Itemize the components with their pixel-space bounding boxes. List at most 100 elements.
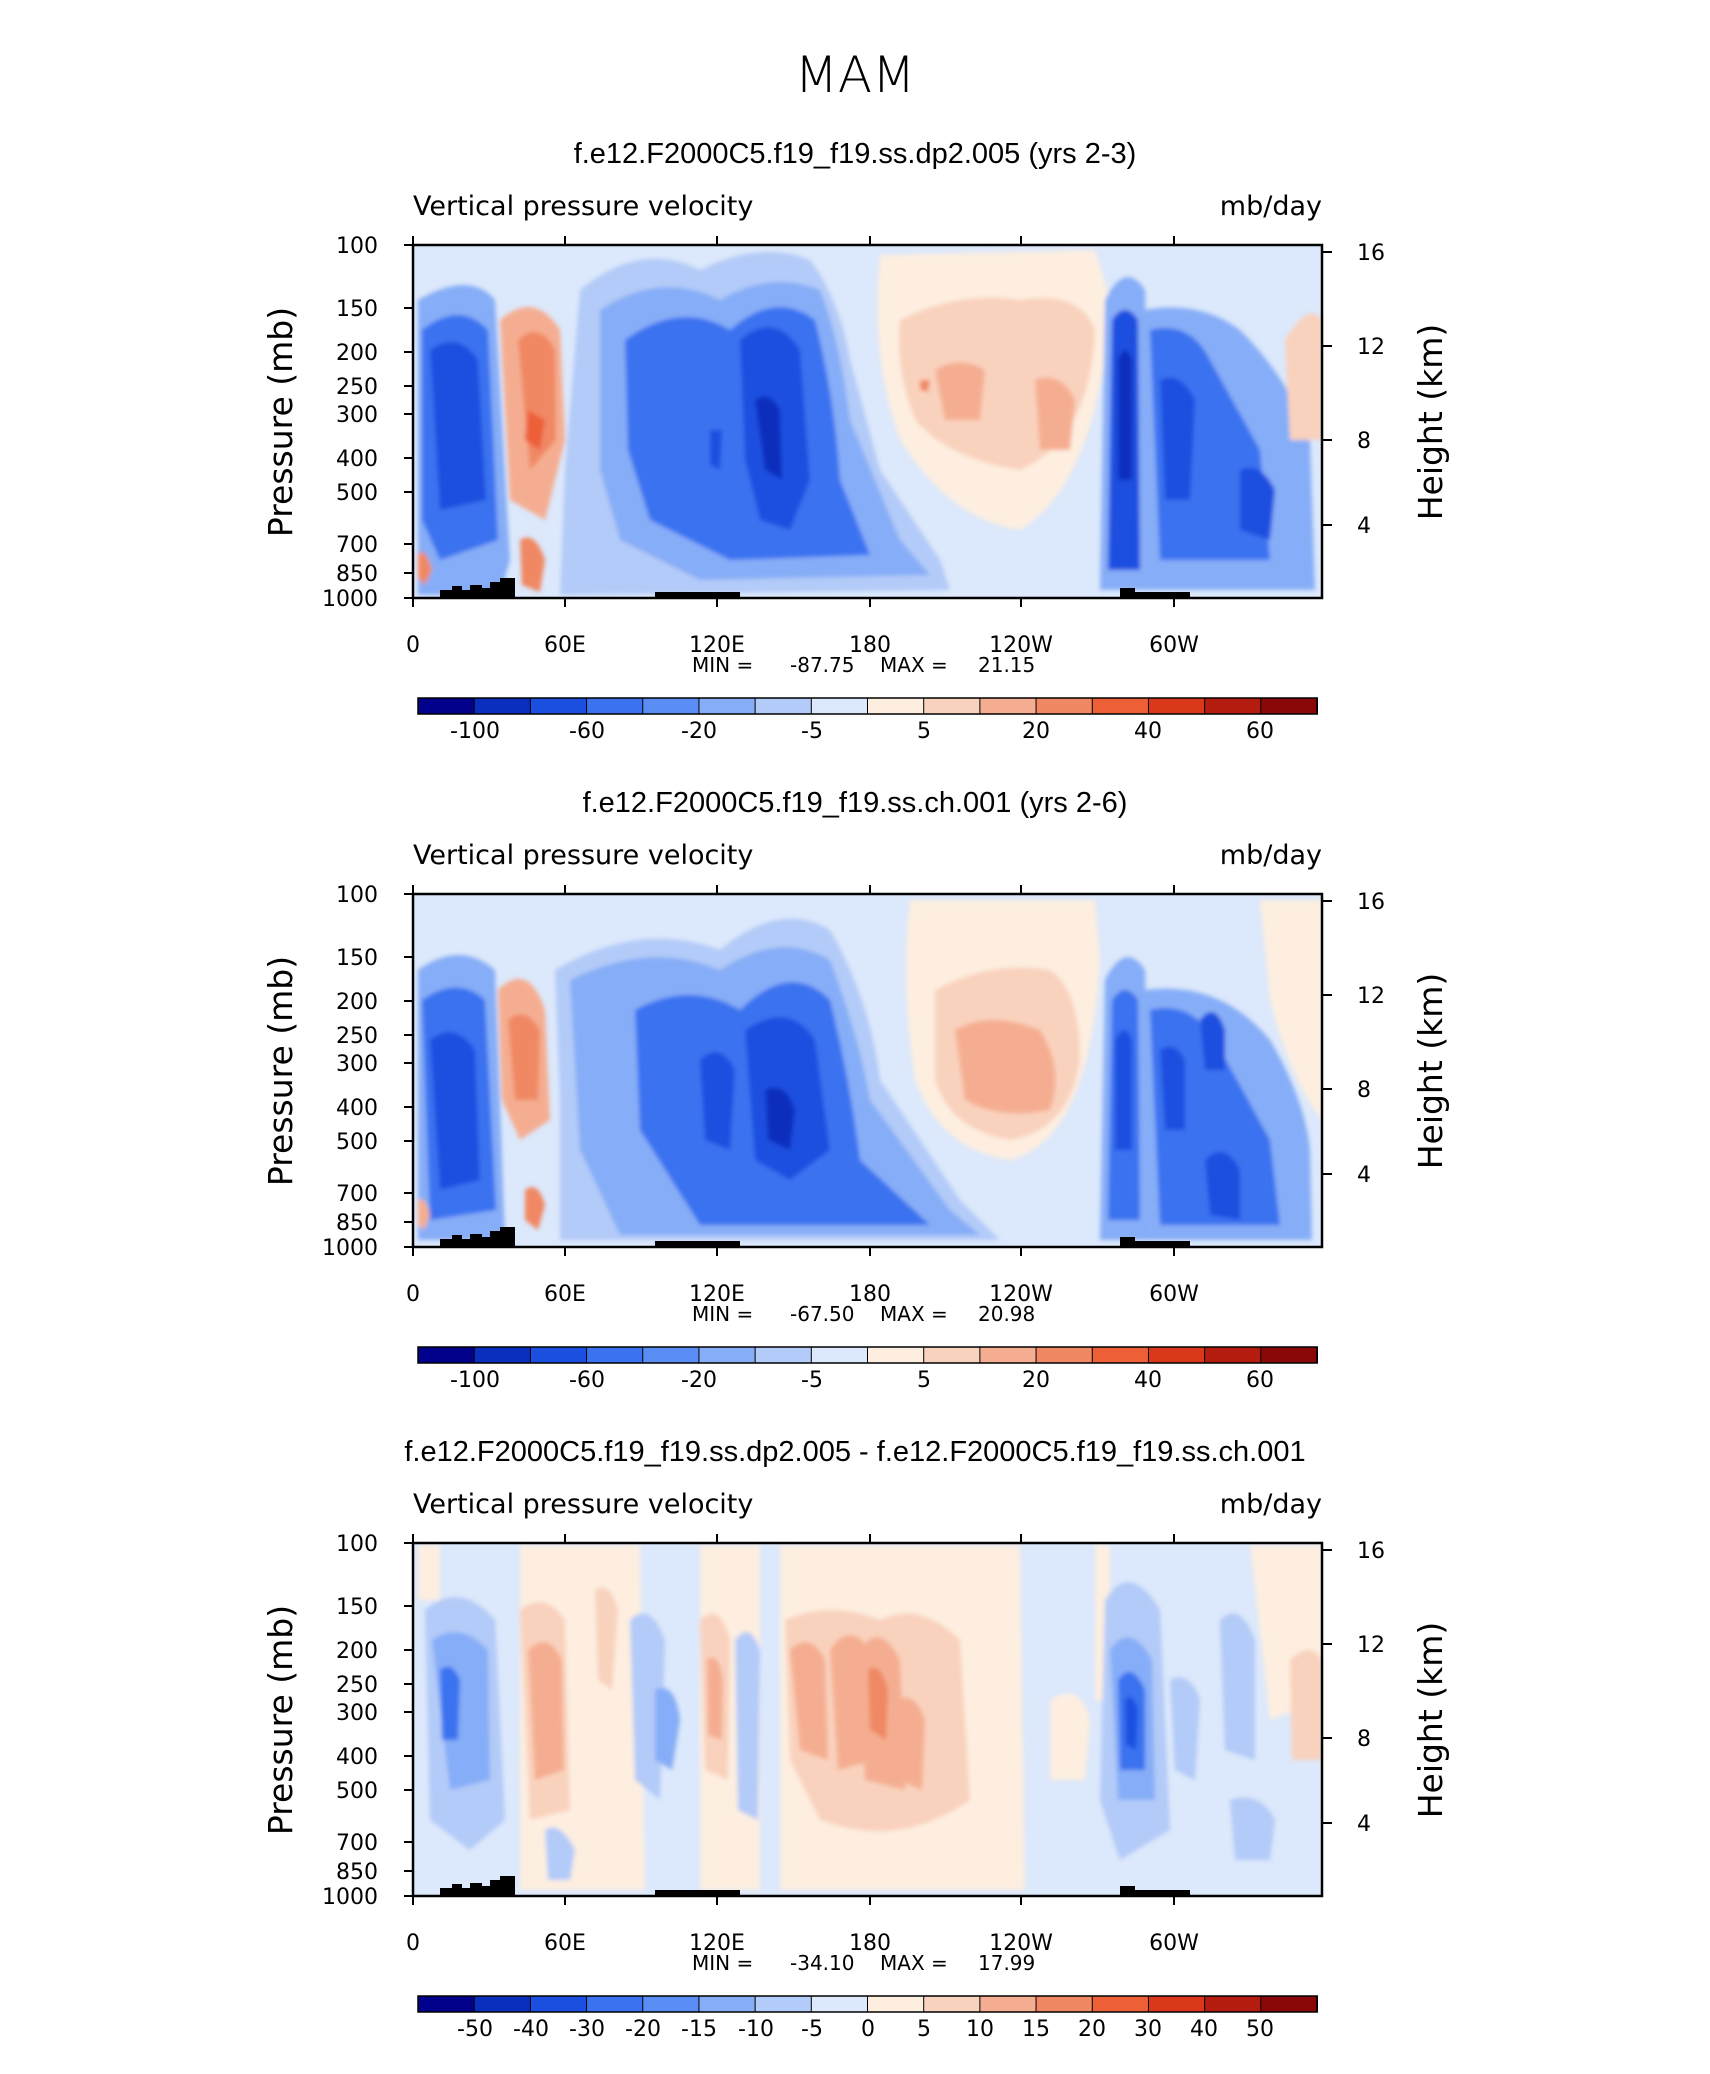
colorbar-swatches [417, 697, 1319, 715]
panel-3-y2-axis: 16 12 8 4 Height (km) [1322, 1539, 1450, 1837]
max-value: 21.15 [978, 653, 1035, 677]
colorbar-swatch [810, 697, 869, 715]
p-tick: 150 [336, 946, 378, 971]
min-value: -87.75 [790, 653, 854, 677]
colorbar-swatch [698, 697, 757, 715]
x-tick: 120W [989, 1931, 1053, 1956]
p-tick: 400 [336, 1745, 378, 1770]
colorbar-swatch [1091, 697, 1150, 715]
cb-label: -60 [569, 719, 605, 744]
h-tick: 8 [1357, 1727, 1371, 1752]
colorbar-swatch [1260, 1995, 1319, 2013]
x-tick: 120E [689, 1282, 745, 1307]
panel-1-y-axis: 100 150 200 250 300 400 500 700 850 1000… [261, 234, 413, 612]
colorbar-swatch [979, 1995, 1038, 2013]
panel-2-title: f.e12.F2000C5.f19_f19.ss.ch.001 (yrs 2-6… [583, 787, 1128, 819]
page-title: MAM [795, 46, 915, 104]
p-tick: 200 [336, 1639, 378, 1664]
panel-3-left-label: Vertical pressure velocity [413, 1489, 753, 1520]
colorbar-swatch [642, 1995, 700, 2013]
colorbar-swatch [979, 697, 1038, 715]
colorbar-swatch [810, 1995, 869, 2013]
cb-label: 20 [1022, 1368, 1050, 1393]
x-tick: 180 [849, 1282, 891, 1307]
cb-label: 10 [966, 2017, 994, 2042]
colorbar-swatch [642, 1346, 700, 1364]
panel-2-stats: MIN = -67.50 MAX = 20.98 [692, 1302, 1035, 1326]
colorbar-swatch [586, 1995, 644, 2013]
colorbar-swatch [529, 1346, 588, 1364]
colorbar-swatch [417, 697, 476, 715]
panel-1-colorbar: -100 -60 -20 -5 5 20 40 60 [417, 697, 1319, 744]
p-tick: 300 [336, 1701, 378, 1726]
p-tick: 200 [336, 990, 378, 1015]
p-tick: 150 [336, 1595, 378, 1620]
p-tick: 150 [336, 297, 378, 322]
x-tick: 60W [1149, 633, 1199, 658]
colorbar-swatch [979, 1346, 1038, 1364]
panel-1-y2label: Height (km) [1411, 324, 1450, 521]
cb-label: -20 [681, 1368, 717, 1393]
p-tick: 200 [336, 341, 378, 366]
cb-label: 30 [1134, 2017, 1162, 2042]
colorbar-swatch [586, 1346, 644, 1364]
colorbar-swatch [923, 697, 981, 715]
cb-label: 60 [1246, 1368, 1274, 1393]
panel-3-x-axis: 0 60E 120E 180 120W 60W [406, 1534, 1199, 1956]
panel-3-colorbar: -50 -40 -30 -20 -15 -10 -5 0 5 10 15 20 … [417, 1995, 1319, 2042]
max-label: MAX = [880, 1951, 948, 1975]
p-tick: 850 [336, 1211, 378, 1236]
cb-label: -50 [457, 2017, 493, 2042]
h-tick: 4 [1357, 514, 1371, 539]
p-tick: 500 [336, 1779, 378, 1804]
colorbar-swatches [417, 1995, 1319, 2013]
h-tick: 8 [1357, 429, 1371, 454]
cb-label: 5 [917, 719, 931, 744]
x-tick: 60E [544, 1931, 586, 1956]
panel-3-stats: MIN = -34.10 MAX = 17.99 [692, 1951, 1035, 1975]
x-tick: 120W [989, 633, 1053, 658]
panel-2-ylabel: Pressure (mb) [261, 956, 300, 1186]
h-tick: 16 [1357, 890, 1385, 915]
colorbar-swatch [1147, 697, 1206, 715]
x-tick: 0 [406, 1282, 420, 1307]
colorbar-swatch [1091, 1995, 1150, 2013]
colorbar-swatch [1091, 1346, 1150, 1364]
colorbar-swatch [698, 1995, 757, 2013]
x-tick: 60W [1149, 1282, 1199, 1307]
p-tick: 100 [336, 883, 378, 908]
cb-label: 60 [1246, 719, 1274, 744]
cb-label: 40 [1190, 2017, 1218, 2042]
h-tick: 4 [1357, 1812, 1371, 1837]
panel-1-title: f.e12.F2000C5.f19_f19.ss.dp2.005 (yrs 2-… [574, 138, 1137, 170]
p-tick: 100 [336, 234, 378, 259]
colorbar-swatch [867, 1346, 925, 1364]
min-label: MIN = [692, 653, 753, 677]
p-tick: 300 [336, 1052, 378, 1077]
cb-label: 40 [1134, 1368, 1162, 1393]
panel-1-y2-axis: 16 12 8 4 Height (km) [1322, 241, 1450, 539]
colorbar-swatch [529, 697, 588, 715]
cb-label: -40 [513, 2017, 549, 2042]
cb-label: 5 [917, 2017, 931, 2042]
cb-label: -100 [450, 719, 500, 744]
cb-label: 20 [1078, 2017, 1106, 2042]
colorbar-swatch [1204, 1995, 1262, 2013]
colorbar-swatch [1035, 1346, 1094, 1364]
panel-2-y-axis: 100 150 200 250 300 400 500 700 850 1000… [261, 883, 413, 1261]
panel-2-left-label: Vertical pressure velocity [413, 840, 753, 871]
x-tick: 120W [989, 1282, 1053, 1307]
p-tick: 850 [336, 1860, 378, 1885]
panel-2-right-label: mb/day [1220, 840, 1322, 871]
colorbar-swatch [1204, 1346, 1262, 1364]
panel-3: f.e12.F2000C5.f19_f19.ss.dp2.005 - f.e12… [261, 1436, 1450, 2042]
colorbar-swatches [417, 1346, 1319, 1364]
colorbar-swatch [1147, 1346, 1206, 1364]
p-tick: 100 [336, 1532, 378, 1557]
colorbar-swatch [923, 1346, 981, 1364]
max-label: MAX = [880, 1302, 948, 1326]
colorbar-swatch [754, 697, 813, 715]
colorbar-swatch [923, 1995, 981, 2013]
x-tick: 60E [544, 633, 586, 658]
